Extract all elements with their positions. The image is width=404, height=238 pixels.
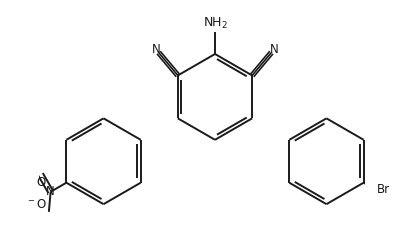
Text: N: N (269, 43, 278, 56)
Text: $^-$O: $^-$O (26, 198, 48, 211)
Text: Br: Br (377, 183, 390, 196)
Text: N: N (46, 185, 55, 198)
Text: O: O (36, 176, 45, 189)
Text: NH$_2$: NH$_2$ (202, 16, 227, 31)
Text: N: N (152, 43, 160, 56)
